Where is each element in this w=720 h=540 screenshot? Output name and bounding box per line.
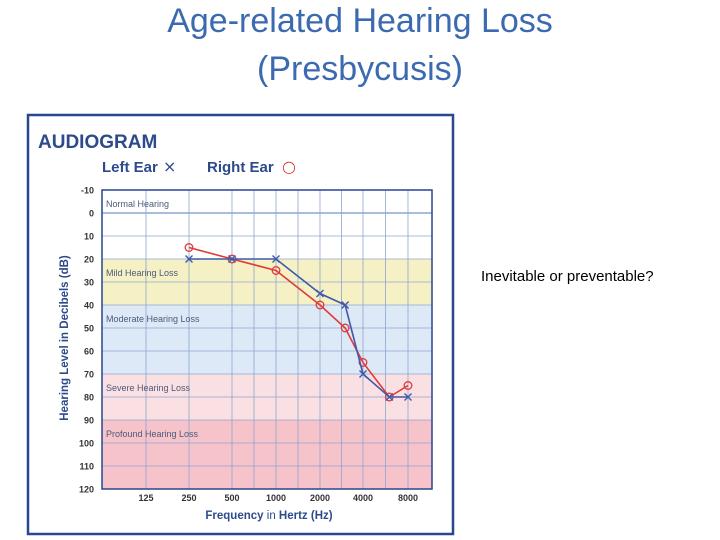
band-label-0: Normal Hearing	[106, 199, 169, 209]
slide-title: Age-related Hearing Loss (Presbycusis)	[0, 0, 720, 93]
x-tick-label-4: 2000	[310, 493, 330, 503]
hearing-band-4	[102, 420, 432, 489]
y-tick-label-1: 0	[89, 209, 94, 219]
right-ear-point-2	[271, 266, 281, 275]
y-tick-label-2: 10	[84, 232, 94, 242]
band-label-2: Moderate Hearing Loss	[106, 314, 200, 324]
x-tick-label-2: 500	[224, 493, 239, 503]
left-ear-point-4	[341, 301, 350, 309]
y-tick-label-3: 20	[84, 255, 94, 265]
hearing-bands	[102, 190, 432, 489]
side-question: Inevitable or preventable?	[481, 268, 654, 285]
y-axis-label: Hearing Level in Decibels (dB)	[59, 255, 71, 421]
y-tick-label-6: 50	[84, 324, 94, 334]
band-label-4: Profound Hearing Loss	[106, 429, 199, 439]
left-ear-point-1	[228, 255, 236, 263]
left-ear-point-7	[404, 393, 412, 401]
left-ear-point-2	[272, 255, 280, 263]
legend-left-label: Left Ear	[102, 159, 158, 176]
x-axis-label-unit: Hertz (Hz)	[279, 510, 333, 522]
right-ear-point-3	[315, 300, 325, 310]
y-tick-label-0: -10	[81, 186, 94, 196]
y-tick-label-10: 90	[84, 416, 94, 426]
chart-title: AUDIOGRAM	[38, 132, 157, 153]
right-ear-point-4	[340, 323, 350, 333]
y-tick-label-8: 70	[84, 370, 94, 380]
x-tick-label-5: 4000	[353, 493, 373, 503]
right-ear-point-7	[403, 381, 413, 390]
band-labels: Normal Hearing Mild Hearing Loss Moderate …	[106, 199, 200, 439]
x-tick-label-1: 250	[181, 493, 196, 503]
left-ear-point-5	[359, 370, 367, 378]
plot-border	[101, 189, 433, 490]
y-tick-label-13: 120	[79, 485, 94, 495]
band-label-3: Severe Hearing Loss	[106, 383, 191, 393]
y-tick-label-12: 110	[79, 462, 94, 472]
x-tick-label-0: 125	[138, 493, 153, 503]
legend-right-label: Right Ear	[207, 159, 274, 176]
y-tick-label-7: 60	[84, 347, 94, 357]
band-label-1: Mild Hearing Loss	[106, 268, 179, 278]
x-tick-label-3: 1000	[266, 493, 286, 503]
slide-title-line-2: (Presbycusis)	[257, 50, 463, 88]
x-axis-label-main: Frequency	[205, 510, 264, 522]
left-ear-point-6	[385, 393, 394, 401]
hearing-band-2	[102, 305, 432, 374]
y-tick-label-5: 40	[84, 301, 94, 311]
chart-series	[184, 243, 413, 402]
legend-right-marker: ○	[282, 157, 296, 176]
right-ear-line	[188, 246, 409, 399]
slide-title-line-1: Age-related Hearing Loss	[167, 2, 553, 40]
x-axis-label-mid: in	[267, 510, 276, 522]
y-tick-label-4: 30	[84, 278, 94, 288]
left-ear-point-3	[316, 289, 324, 298]
legend-left-marker: ×	[163, 157, 176, 176]
y-tick-label-9: 80	[84, 393, 94, 403]
hearing-band-0	[102, 190, 432, 259]
chart-grid	[101, 189, 433, 490]
y-axis-ticks: -10 0 10 20 30 40 50 60 70 80 90 100 110 120	[79, 186, 94, 495]
x-axis-label: Frequency in Hertz (Hz)	[205, 510, 332, 522]
x-tick-label-6: 8000	[398, 493, 418, 503]
left-ear-point-0	[185, 255, 193, 263]
right-ear-point-0	[184, 243, 194, 252]
y-tick-label-11: 100	[79, 439, 94, 449]
left-ear-line	[189, 258, 408, 398]
x-axis-ticks: 125 250 500 1000 2000 4000 8000	[138, 493, 418, 503]
